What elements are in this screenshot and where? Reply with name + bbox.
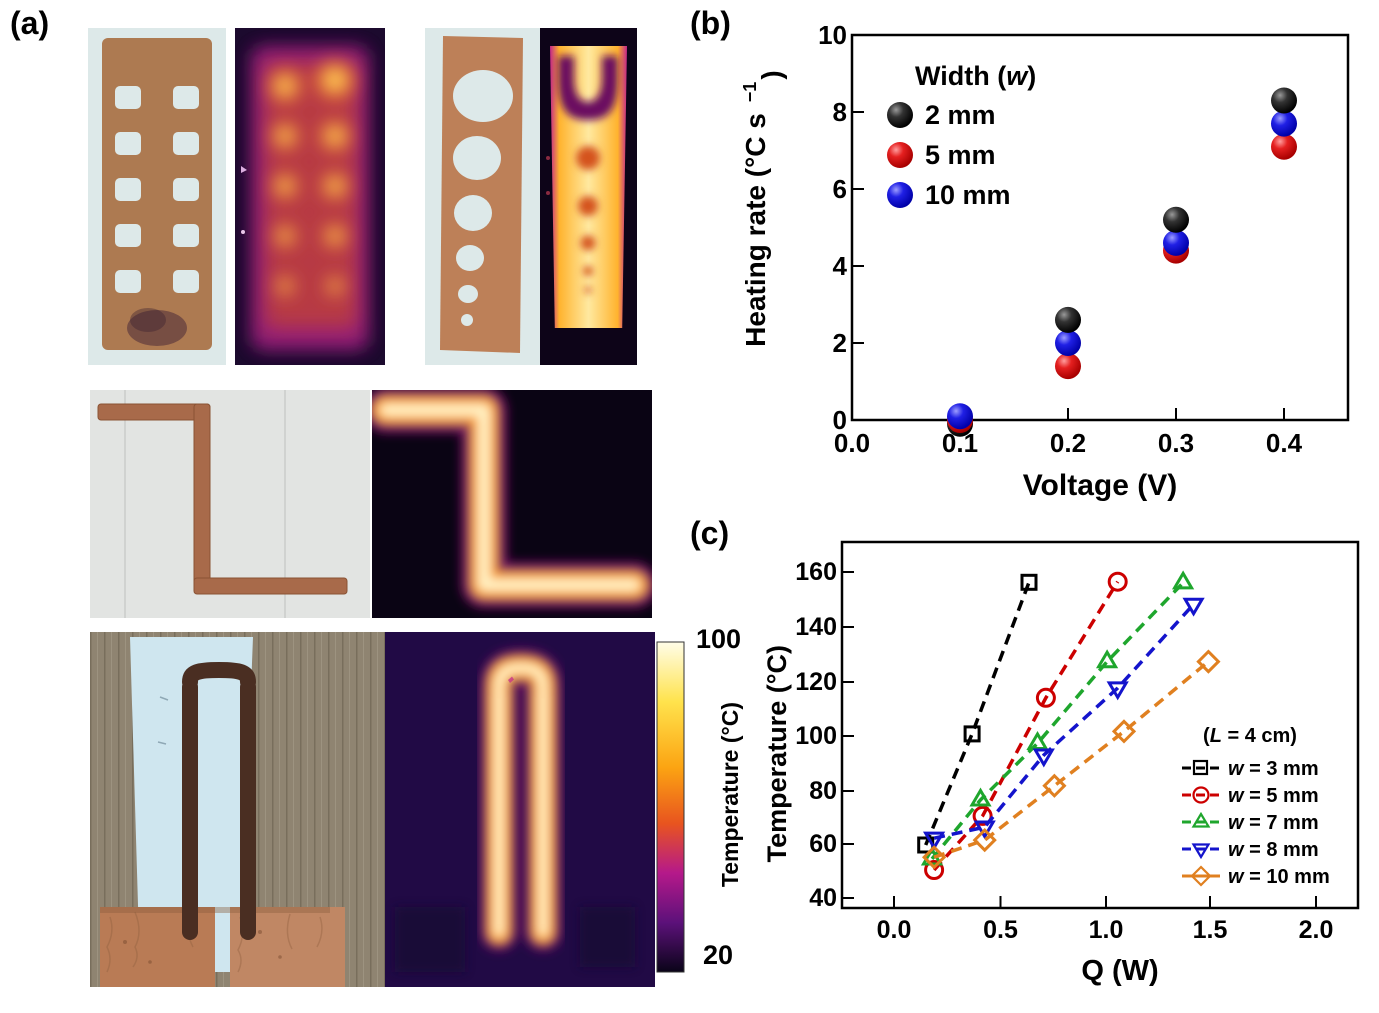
svg-text:w = 7 mm: w = 7 mm — [1228, 812, 1319, 834]
svg-text:0.0: 0.0 — [834, 428, 870, 458]
svg-text:Heating rate (°C s: Heating rate (°C s — [740, 113, 771, 347]
svg-text:1.0: 1.0 — [1089, 916, 1124, 944]
svg-text:5 mm: 5 mm — [925, 140, 996, 170]
svg-text:1.5: 1.5 — [1193, 916, 1228, 944]
svg-text:2: 2 — [833, 328, 847, 358]
svg-text:Voltage (V): Voltage (V) — [1023, 469, 1177, 502]
svg-text:−1: −1 — [740, 82, 760, 103]
svg-text:100: 100 — [795, 722, 837, 750]
svg-text:4: 4 — [833, 251, 848, 281]
svg-text:6: 6 — [833, 174, 847, 204]
svg-text:0.4: 0.4 — [1266, 428, 1303, 458]
svg-text:w = 10 mm: w = 10 mm — [1228, 866, 1330, 888]
svg-text:2.0: 2.0 — [1299, 916, 1334, 944]
svg-text:140: 140 — [795, 613, 837, 641]
svg-text:2 mm: 2 mm — [925, 100, 996, 130]
svg-text:w = 5 mm: w = 5 mm — [1228, 785, 1319, 807]
svg-text:w = 3 mm: w = 3 mm — [1228, 758, 1319, 780]
svg-text:8: 8 — [833, 97, 847, 127]
svg-text:40: 40 — [809, 884, 837, 912]
svg-text:Q (W): Q (W) — [1081, 955, 1158, 987]
svg-text:60: 60 — [809, 830, 837, 858]
svg-text:0.2: 0.2 — [1050, 428, 1086, 458]
svg-text:): ) — [756, 70, 787, 79]
svg-text:0.3: 0.3 — [1158, 428, 1194, 458]
svg-text:10 mm: 10 mm — [925, 180, 1011, 210]
svg-text:0.5: 0.5 — [983, 916, 1018, 944]
svg-text:160: 160 — [795, 558, 837, 586]
svg-text:10: 10 — [818, 20, 847, 50]
svg-text:80: 80 — [809, 777, 837, 805]
svg-text:0.0: 0.0 — [877, 916, 912, 944]
svg-text:(L = 4 cm): (L = 4 cm) — [1203, 725, 1297, 747]
svg-text:w = 8 mm: w = 8 mm — [1228, 839, 1319, 861]
svg-text:120: 120 — [795, 668, 837, 696]
svg-text:Width (w): Width (w) — [915, 61, 1036, 91]
